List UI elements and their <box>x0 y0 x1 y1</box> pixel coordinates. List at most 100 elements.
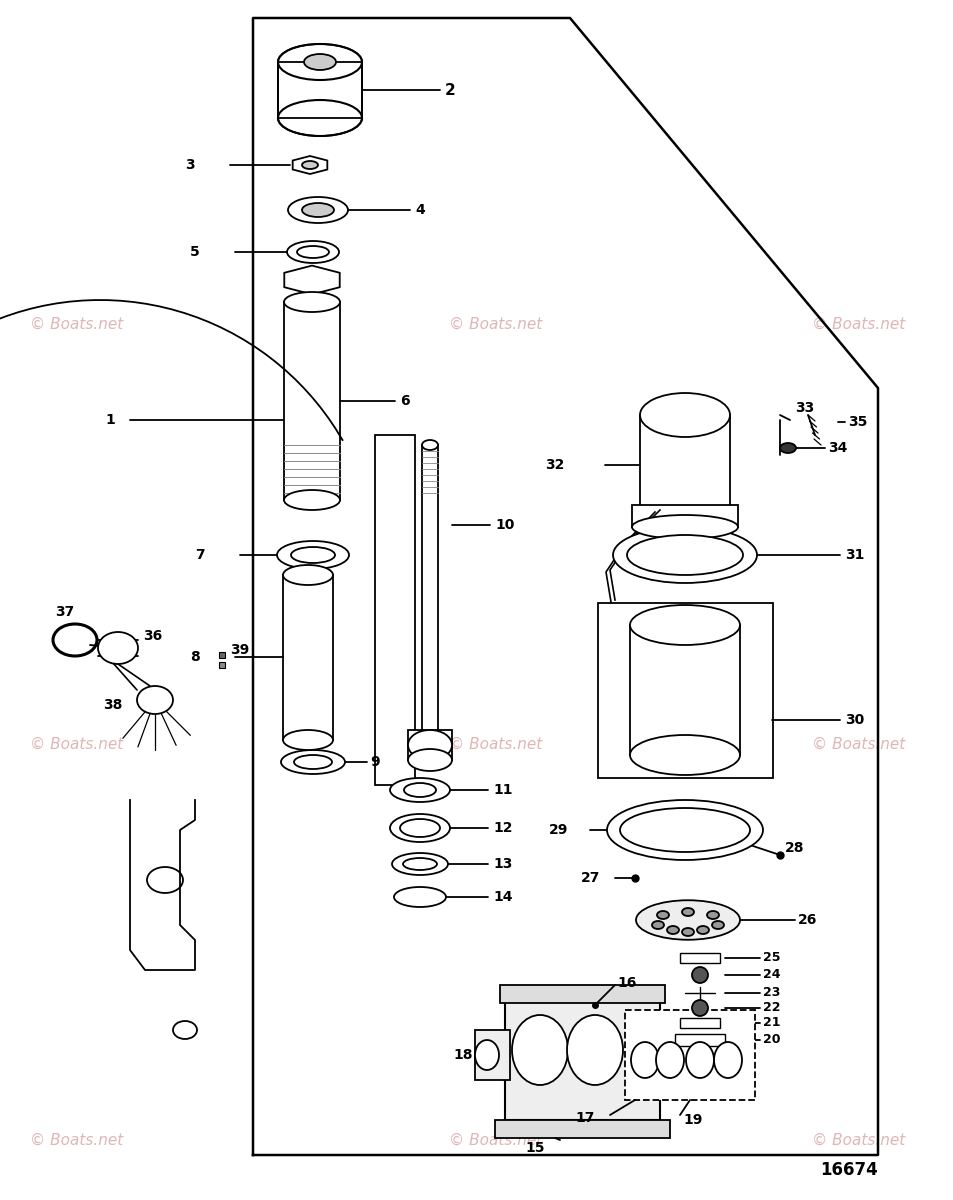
Ellipse shape <box>681 908 693 916</box>
FancyBboxPatch shape <box>598 602 772 778</box>
Ellipse shape <box>566 1015 622 1085</box>
Text: © Boats.net: © Boats.net <box>449 1133 542 1147</box>
Ellipse shape <box>284 490 339 510</box>
Text: © Boats.net: © Boats.net <box>30 737 123 751</box>
Ellipse shape <box>137 686 172 714</box>
FancyBboxPatch shape <box>408 730 452 760</box>
Ellipse shape <box>666 926 679 934</box>
Ellipse shape <box>394 887 446 907</box>
Ellipse shape <box>613 527 757 583</box>
Ellipse shape <box>291 547 335 563</box>
Text: 21: 21 <box>762 1016 780 1030</box>
Ellipse shape <box>475 1040 498 1070</box>
Ellipse shape <box>390 778 450 802</box>
Text: © Boats.net: © Boats.net <box>30 317 123 331</box>
Ellipse shape <box>685 1042 713 1078</box>
FancyBboxPatch shape <box>283 575 333 740</box>
Text: 4: 4 <box>415 203 424 217</box>
Text: 11: 11 <box>493 782 512 797</box>
Ellipse shape <box>697 926 708 934</box>
Ellipse shape <box>691 1000 707 1016</box>
Text: 23: 23 <box>762 986 780 1000</box>
Ellipse shape <box>656 1042 683 1078</box>
Text: 38: 38 <box>104 698 123 712</box>
Text: 1: 1 <box>105 413 115 427</box>
FancyBboxPatch shape <box>421 445 437 745</box>
FancyBboxPatch shape <box>631 505 738 527</box>
FancyBboxPatch shape <box>639 415 729 515</box>
Text: 13: 13 <box>493 857 512 871</box>
Text: 16: 16 <box>617 976 636 990</box>
Ellipse shape <box>283 565 333 584</box>
Ellipse shape <box>651 920 663 929</box>
Text: 15: 15 <box>525 1141 544 1154</box>
Polygon shape <box>284 265 339 294</box>
Text: 16674: 16674 <box>820 1160 877 1178</box>
FancyBboxPatch shape <box>679 953 720 962</box>
Ellipse shape <box>636 900 740 940</box>
FancyBboxPatch shape <box>284 302 339 500</box>
Ellipse shape <box>713 1042 741 1078</box>
Ellipse shape <box>281 750 345 774</box>
Ellipse shape <box>390 814 450 842</box>
Ellipse shape <box>626 535 742 575</box>
Ellipse shape <box>629 734 740 775</box>
FancyBboxPatch shape <box>375 434 415 785</box>
Ellipse shape <box>631 515 738 539</box>
Ellipse shape <box>408 749 452 770</box>
Ellipse shape <box>294 755 332 769</box>
Ellipse shape <box>287 241 338 263</box>
Ellipse shape <box>302 161 317 169</box>
Text: 27: 27 <box>580 871 599 884</box>
Text: 32: 32 <box>545 458 564 472</box>
Text: © Boats.net: © Boats.net <box>449 317 542 331</box>
Ellipse shape <box>284 292 339 312</box>
Ellipse shape <box>288 197 348 223</box>
Text: 28: 28 <box>784 841 803 854</box>
Text: 34: 34 <box>827 440 846 455</box>
Text: 6: 6 <box>399 394 409 408</box>
Ellipse shape <box>619 808 749 852</box>
Text: © Boats.net: © Boats.net <box>811 737 904 751</box>
Text: 14: 14 <box>493 890 512 904</box>
Text: 9: 9 <box>370 755 379 769</box>
Text: 3: 3 <box>185 158 194 172</box>
Ellipse shape <box>399 818 439 838</box>
Text: 37: 37 <box>55 605 74 619</box>
Text: © Boats.net: © Boats.net <box>30 1133 123 1147</box>
Text: 26: 26 <box>797 913 817 926</box>
FancyBboxPatch shape <box>504 1000 659 1120</box>
Text: 31: 31 <box>844 548 863 562</box>
Ellipse shape <box>304 54 335 70</box>
Ellipse shape <box>629 605 740 646</box>
Text: 39: 39 <box>230 643 249 658</box>
Text: 30: 30 <box>844 713 863 727</box>
Text: 18: 18 <box>453 1048 473 1062</box>
Ellipse shape <box>681 928 693 936</box>
Ellipse shape <box>711 920 723 929</box>
Ellipse shape <box>512 1015 567 1085</box>
Ellipse shape <box>691 967 707 983</box>
Text: © Boats.net: © Boats.net <box>811 1133 904 1147</box>
Ellipse shape <box>639 394 729 437</box>
Ellipse shape <box>296 246 329 258</box>
Text: 33: 33 <box>794 401 814 415</box>
Text: 12: 12 <box>493 821 512 835</box>
Ellipse shape <box>277 44 361 80</box>
FancyBboxPatch shape <box>475 1030 510 1080</box>
Ellipse shape <box>277 100 361 136</box>
Text: 25: 25 <box>762 952 780 965</box>
Text: 5: 5 <box>190 245 200 259</box>
Ellipse shape <box>283 730 333 750</box>
Ellipse shape <box>403 782 436 797</box>
Ellipse shape <box>276 541 349 569</box>
Ellipse shape <box>302 203 334 217</box>
Ellipse shape <box>657 911 668 919</box>
Text: 24: 24 <box>762 968 780 982</box>
Text: © Boats.net: © Boats.net <box>449 737 542 751</box>
Ellipse shape <box>421 440 437 450</box>
Text: 19: 19 <box>682 1112 701 1127</box>
Text: 2: 2 <box>444 83 456 97</box>
Text: 20: 20 <box>762 1033 780 1046</box>
Text: 10: 10 <box>495 518 514 532</box>
